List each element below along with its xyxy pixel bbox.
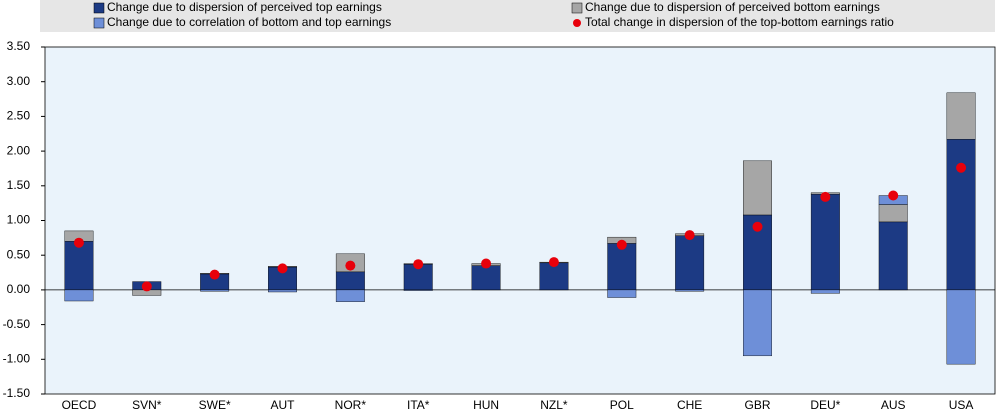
bar-segment [743,160,772,216]
total-dot [888,190,899,201]
x-tick-label: OECD [62,398,97,412]
bar-segment [946,92,976,140]
y-tick-label: 0.00 [7,282,31,296]
legend-swatch [571,2,583,14]
y-tick-label: -0.50 [3,317,31,331]
bar-segment [403,289,433,291]
total-dot [684,230,695,241]
bar-segment [335,289,365,302]
bar-segment [607,243,637,291]
x-tick-label: AUS [881,398,906,412]
bar-segment [335,271,365,291]
total-dot [820,191,831,202]
x-tick-label: AUT [271,398,296,412]
bar-segment [878,204,908,223]
bar-segment [268,289,297,293]
bar-segment [675,289,705,292]
legend-background [40,0,995,32]
y-tick-label: 0.50 [7,247,31,261]
total-dot [141,281,152,292]
bar-segment [200,289,230,292]
bar-segment [878,221,908,291]
legend-swatch [93,17,105,29]
bar-segment [607,289,637,298]
legend-label: Change due to correlation of bottom and … [107,15,391,29]
x-tick-label: HUN [473,398,499,412]
y-tick-label: 1.00 [7,213,31,227]
total-dot [413,259,424,270]
bar-segment [64,289,94,302]
x-tick-label: SWE* [199,398,231,412]
bar-segment [946,139,976,291]
total-dot [616,239,627,250]
bar-segment [64,241,94,291]
total-dot [345,260,356,271]
legend-label: Change due to dispersion of perceived to… [107,0,382,14]
total-dot [956,162,967,173]
legend-label: Change due to dispersion of perceived bo… [585,0,880,14]
x-tick-label: POL [610,398,634,412]
x-tick-label: GBR [744,398,770,412]
y-tick-label: 3.00 [7,74,31,88]
y-tick-label: -1.50 [3,386,31,400]
total-dot [548,257,559,268]
bar-segment [810,289,840,294]
legend-swatch [93,2,105,14]
x-tick-label: CHE [677,398,702,412]
y-tick-label: 3.50 [7,39,31,53]
y-tick-label: 2.00 [7,143,31,157]
total-dot [209,269,220,280]
y-tick-label: 1.50 [7,178,31,192]
bar-segment [743,289,772,357]
bar-segment [810,193,840,291]
bar-segment [946,289,976,365]
bar-segment [471,265,501,291]
y-tick-label: 2.50 [7,109,31,123]
plot-area [44,46,996,395]
total-dot [277,263,288,274]
x-tick-label: NZL* [540,398,568,412]
x-tick-label: SVN* [132,398,162,412]
total-dot [752,221,763,232]
bar-segment [675,235,705,291]
x-tick-label: DEU* [810,398,840,412]
x-tick-label: ITA* [407,398,430,412]
legend-label: Total change in dispersion of the top-bo… [585,15,894,29]
legend-marker [573,19,581,27]
bar-segment [539,262,569,291]
x-tick-label: NOR* [335,398,367,412]
x-tick-label: USA [949,398,974,412]
total-dot [73,237,84,248]
y-tick-label: -1.00 [3,351,31,365]
total-dot [481,258,492,269]
